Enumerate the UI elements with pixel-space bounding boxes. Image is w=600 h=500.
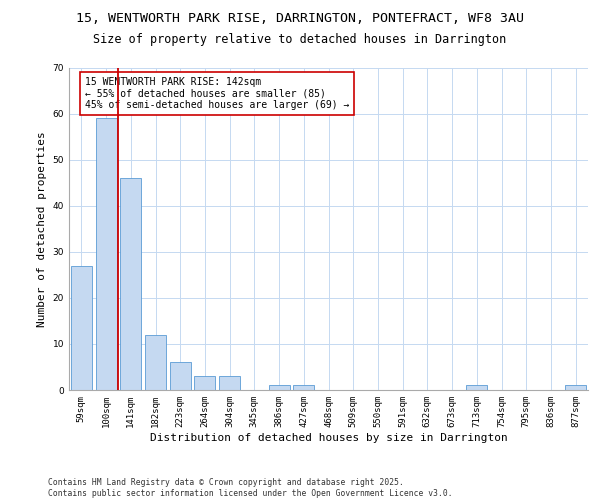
- Bar: [120, 178, 141, 390]
- Bar: [269, 386, 290, 390]
- Y-axis label: Number of detached properties: Number of detached properties: [37, 131, 47, 326]
- Bar: [293, 386, 314, 390]
- Bar: [565, 386, 586, 390]
- Text: 15, WENTWORTH PARK RISE, DARRINGTON, PONTEFRACT, WF8 3AU: 15, WENTWORTH PARK RISE, DARRINGTON, PON…: [76, 12, 524, 26]
- Text: 15 WENTWORTH PARK RISE: 142sqm
← 55% of detached houses are smaller (85)
45% of : 15 WENTWORTH PARK RISE: 142sqm ← 55% of …: [85, 77, 349, 110]
- X-axis label: Distribution of detached houses by size in Darrington: Distribution of detached houses by size …: [149, 432, 508, 442]
- Bar: [219, 376, 240, 390]
- Text: Size of property relative to detached houses in Darrington: Size of property relative to detached ho…: [94, 32, 506, 46]
- Bar: [170, 362, 191, 390]
- Bar: [466, 386, 487, 390]
- Bar: [145, 334, 166, 390]
- Bar: [95, 118, 116, 390]
- Bar: [71, 266, 92, 390]
- Bar: [194, 376, 215, 390]
- Text: Contains HM Land Registry data © Crown copyright and database right 2025.
Contai: Contains HM Land Registry data © Crown c…: [48, 478, 452, 498]
